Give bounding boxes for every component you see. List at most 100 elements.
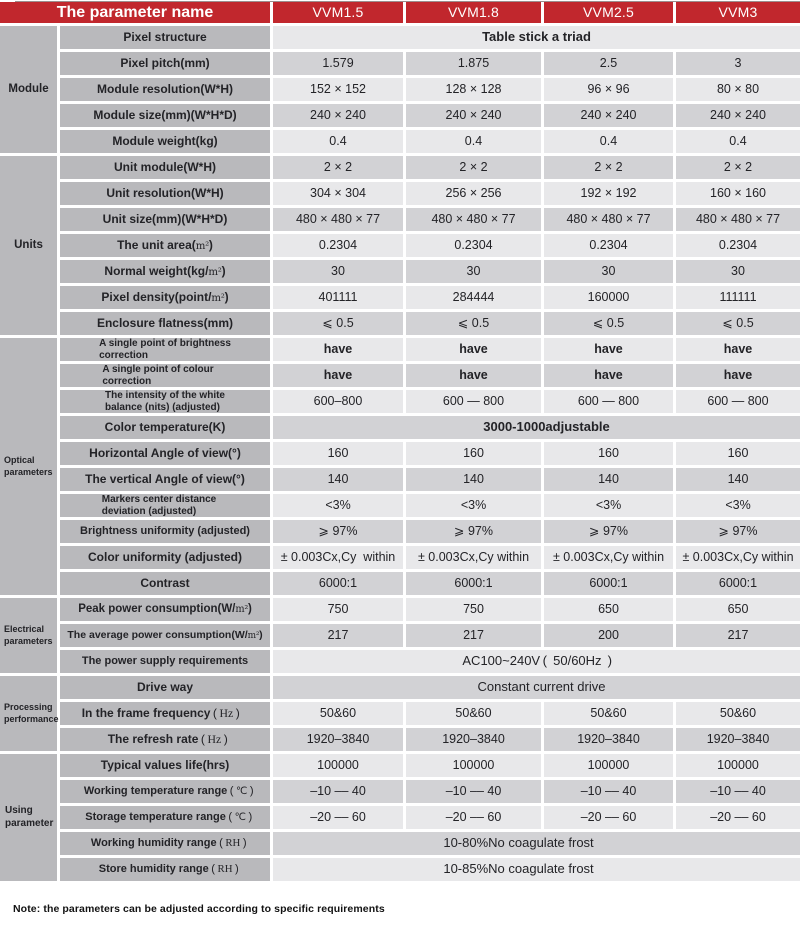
param-label-text: Module weight(kg)	[112, 134, 218, 149]
value-cell: have	[676, 338, 800, 361]
value-text: AC100~240V( 50/60Hz )	[462, 653, 613, 669]
param-label-text: Pixel structure	[123, 30, 207, 45]
header-model-label: VVM2.5	[583, 3, 634, 20]
value-text: Constant current drive	[477, 679, 606, 695]
value-text: have	[323, 341, 353, 356]
value-text: 0.4	[599, 133, 618, 148]
param-label-text: The average power consumption(W/m²)	[67, 628, 263, 641]
value-text: 0.2304	[318, 237, 358, 252]
value-text: 6000:1	[454, 575, 493, 590]
group-module: Module	[0, 26, 57, 153]
value-text: ⩾ 97%	[589, 523, 628, 539]
value-cell: ⩾ 97%	[273, 520, 403, 543]
value-text: 480 × 480 × 77	[431, 211, 516, 226]
header-model-label: VVM1.5	[312, 3, 364, 20]
value-text: 600 — 800	[442, 393, 505, 408]
value-text: 600 — 800	[707, 393, 769, 408]
value-cell: 6000:1	[406, 572, 541, 595]
value-text: 100000	[717, 757, 759, 772]
value-cell: 0.2304	[406, 234, 541, 257]
value-cell: 401111	[273, 286, 403, 309]
value-text: 0.2304	[718, 237, 758, 252]
value-cell: 3	[676, 52, 800, 75]
value-text: –20 –– 60	[580, 809, 637, 824]
value-cell: 140	[273, 468, 403, 491]
param-label: Normal weight(kg/m²)	[60, 260, 270, 283]
value-cell: 1920–3840	[406, 728, 541, 751]
value-text: 50&60	[590, 705, 627, 720]
value-cell: ⩽ 0.5	[273, 312, 403, 335]
value-text: ⩾ 97%	[454, 523, 493, 539]
group-label: Module	[8, 83, 49, 96]
param-label: Peak power consumption(W/m²)	[60, 598, 270, 621]
value-text: have	[459, 367, 488, 382]
value-text: 600 — 800	[577, 393, 640, 408]
param-label: The intensity of the white balance (nits)…	[60, 390, 270, 413]
value-span: 10-85%No coagulate frost	[273, 858, 800, 881]
value-text: 140	[727, 471, 749, 486]
value-cell: have	[273, 364, 403, 387]
value-text: 160	[598, 445, 619, 460]
value-cell: 284444	[406, 286, 541, 309]
param-label-text: Brightness uniformity (adjusted)	[80, 524, 250, 537]
header-model-vvm1.5: VVM1.5	[273, 2, 403, 23]
value-cell: 1.579	[273, 52, 403, 75]
value-cell: 140	[406, 468, 541, 491]
value-text: 152 × 152	[310, 81, 366, 96]
value-text: ± 0.003Cx,Cy within	[417, 549, 530, 564]
group-optical-parameters: Optical parameters	[0, 338, 57, 595]
value-text: 192 × 192	[580, 185, 637, 200]
param-label-text: Color temperature(K)	[104, 420, 226, 435]
value-text: –10 –– 40	[310, 783, 366, 798]
value-cell: ⩽ 0.5	[406, 312, 541, 335]
value-cell: 6000:1	[676, 572, 800, 595]
value-cell: 1920–3840	[544, 728, 673, 751]
value-cell: <3%	[273, 494, 403, 517]
param-label: Module resolution(W*H)	[60, 78, 270, 101]
param-label-text: Pixel density(point/m²)	[101, 289, 229, 304]
value-cell: 480 × 480 × 77	[406, 208, 541, 231]
value-cell: 192 × 192	[544, 182, 673, 205]
param-label: Markers center distance deviation (adjust…	[60, 494, 270, 517]
value-text: <3%	[325, 497, 351, 512]
param-label: Horizontal Angle of view(°)	[60, 442, 270, 465]
value-cell: –20 –– 60	[406, 806, 541, 829]
value-text: 650	[727, 601, 749, 616]
group-label: Electrical parameters	[4, 624, 53, 646]
value-text: ± 0.003Cx,Cy within	[280, 549, 396, 564]
value-cell: 750	[273, 598, 403, 621]
param-label-text: Contrast	[140, 576, 190, 591]
value-cell: 0.2304	[544, 234, 673, 257]
header-parameter-name-label: The parameter name	[56, 3, 214, 21]
value-cell: 1.875	[406, 52, 541, 75]
param-label-text: A single point of brightness correction	[99, 338, 231, 361]
parameter-table: The parameter name VVM1.5 VVM1.8 VVM2.5 VVM3…	[0, 2, 800, 881]
value-cell: –20 –– 60	[544, 806, 673, 829]
param-label-text: Unit size(mm)(W*H*D)	[102, 212, 228, 227]
param-label-text: Typical values life(hrs)	[100, 758, 230, 773]
value-cell: 1920–3840	[273, 728, 403, 751]
value-text: 240 × 240	[445, 107, 502, 122]
value-text: 1.579	[322, 55, 354, 70]
value-cell: 160 × 160	[676, 182, 800, 205]
value-cell: 600 — 800	[406, 390, 541, 413]
param-label: The average power consumption(W/m²)	[60, 624, 270, 647]
value-span: Constant current drive	[273, 676, 800, 699]
value-text: 0.4	[729, 133, 747, 148]
param-label-text: Color uniformity (adjusted)	[88, 550, 242, 565]
value-cell: 2 × 2	[544, 156, 673, 179]
value-text: 140	[327, 471, 349, 486]
value-cell: 6000:1	[544, 572, 673, 595]
param-label: Drive way	[60, 676, 270, 699]
param-label-text: Peak power consumption(W/m²)	[78, 603, 252, 616]
value-text: 160000	[587, 289, 630, 304]
value-text: 1920–3840	[706, 731, 770, 746]
value-cell: 2.5	[544, 52, 673, 75]
value-text: 0.4	[329, 133, 347, 148]
value-text: 0.4	[464, 133, 483, 148]
group-label: Optical parameters	[4, 455, 53, 477]
value-cell: 2 × 2	[676, 156, 800, 179]
value-span: Table stick a triad	[273, 26, 800, 49]
value-text: 160	[727, 445, 749, 460]
